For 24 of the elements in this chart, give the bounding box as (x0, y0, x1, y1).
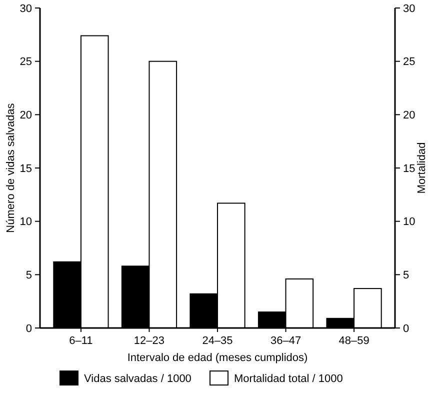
x-axis-title: Intervalo de edad (meses cumplidos) (127, 352, 308, 364)
y-tick-label: 30 (20, 2, 32, 15)
y2-tick-label: 25 (403, 56, 416, 68)
legend-label: Vidas salvadas / 1000 (84, 373, 192, 385)
y-axis-title: Número de vidas salvadas (5, 102, 17, 233)
y-tick-label: 25 (20, 56, 32, 68)
y2-tick-label: 30 (403, 2, 416, 15)
y2-tick-label: 0 (403, 322, 410, 335)
y-tick-label: 5 (26, 270, 32, 282)
y2-tick-label: 20 (403, 110, 416, 122)
x-tick-label: 6–11 (69, 335, 93, 347)
y2-tick-label: 10 (403, 216, 416, 228)
y-tick-label: 15 (20, 162, 32, 175)
x-tick-label: 12–23 (134, 335, 165, 347)
y-tick-label: 0 (26, 322, 32, 335)
y2-tick-label: 15 (403, 162, 416, 175)
y2-tick-label: 5 (403, 270, 410, 282)
x-tick-label: 48–59 (338, 335, 370, 347)
y-tick-label: 10 (20, 216, 32, 228)
legend-label: Mortalidad total / 1000 (234, 373, 343, 385)
x-tick-label: 36–47 (270, 335, 302, 347)
x-tick-label: 24–35 (202, 335, 233, 347)
y2-axis-title: Mortalidad (416, 142, 428, 194)
y-tick-label: 20 (20, 110, 32, 122)
